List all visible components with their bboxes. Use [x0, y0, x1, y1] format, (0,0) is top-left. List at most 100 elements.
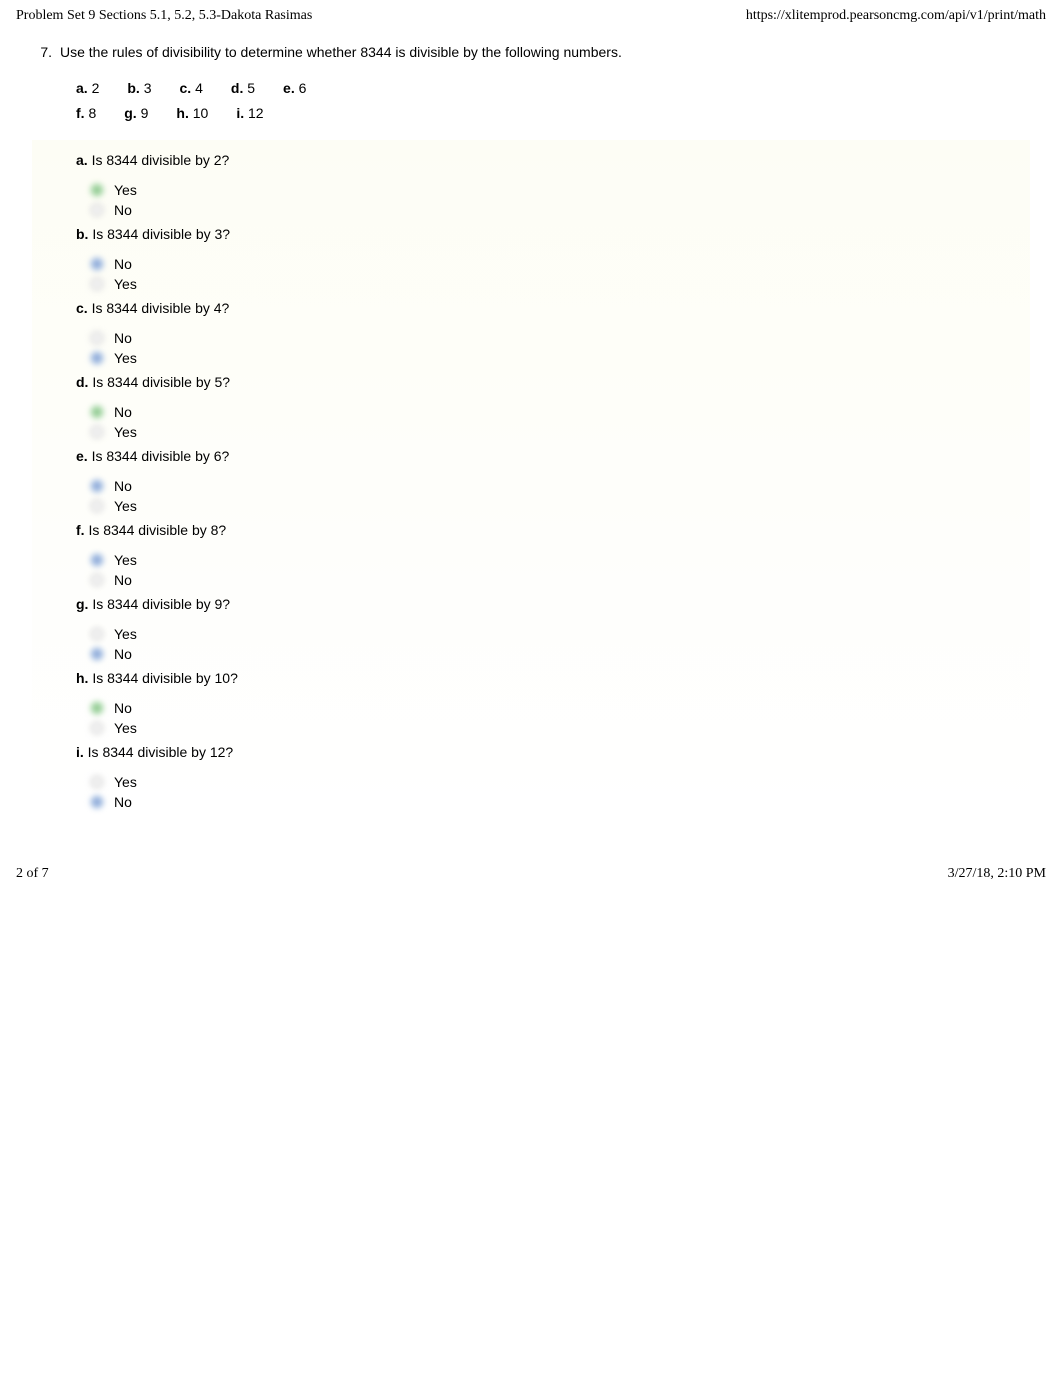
- option-row[interactable]: No: [90, 794, 1030, 810]
- radio-icon[interactable]: [90, 425, 104, 439]
- option-row[interactable]: Yes: [90, 350, 1030, 366]
- radio-icon[interactable]: [90, 479, 104, 493]
- radio-icon[interactable]: [90, 775, 104, 789]
- sub-question-block: f. Is 8344 divisible by 8? Yes No: [76, 522, 1030, 588]
- page-header: Problem Set 9 Sections 5.1, 5.2, 5.3-Dak…: [0, 0, 1062, 28]
- radio-icon[interactable]: [90, 277, 104, 291]
- radio-icon[interactable]: [90, 721, 104, 735]
- option-row[interactable]: Yes: [90, 424, 1030, 440]
- sub-question-title: f. Is 8344 divisible by 8?: [76, 522, 1030, 538]
- option-row[interactable]: Yes: [90, 774, 1030, 790]
- footer-right: 3/27/18, 2:10 PM: [948, 866, 1046, 882]
- option-row[interactable]: No: [90, 256, 1030, 272]
- options-group: No Yes: [90, 256, 1030, 292]
- option-label: Yes: [114, 552, 137, 568]
- option-label: Yes: [114, 276, 137, 292]
- options-group: No Yes: [90, 700, 1030, 736]
- part-item: i. 12: [236, 101, 263, 126]
- option-label: Yes: [114, 498, 137, 514]
- option-label: Yes: [114, 182, 137, 198]
- question-number: 7.: [32, 44, 60, 60]
- sub-questions: a. Is 8344 divisible by 2?YesNob. Is 834…: [32, 140, 1030, 810]
- option-row[interactable]: No: [90, 330, 1030, 346]
- options-group: Yes No: [90, 182, 1030, 218]
- radio-icon[interactable]: [90, 701, 104, 715]
- option-label: No: [114, 794, 132, 810]
- radio-icon[interactable]: [90, 351, 104, 365]
- main-content: 7. Use the rules of divisibility to dete…: [0, 28, 1062, 810]
- question-text: Use the rules of divisibility to determi…: [60, 44, 1030, 60]
- options-group: No Yes: [90, 478, 1030, 514]
- part-item: c. 4: [180, 76, 203, 101]
- option-label: No: [114, 478, 132, 494]
- footer-left: 2 of 7: [16, 866, 49, 882]
- sub-question-block: a. Is 8344 divisible by 2? Yes No: [76, 152, 1030, 218]
- part-item: b. 3: [127, 76, 151, 101]
- option-label: No: [114, 256, 132, 272]
- radio-icon[interactable]: [90, 405, 104, 419]
- option-label: Yes: [114, 350, 137, 366]
- option-label: No: [114, 404, 132, 420]
- option-row[interactable]: No: [90, 404, 1030, 420]
- option-label: Yes: [114, 424, 137, 440]
- option-label: Yes: [114, 720, 137, 736]
- option-label: Yes: [114, 774, 137, 790]
- page-footer: 2 of 7 3/27/18, 2:10 PM: [0, 818, 1062, 890]
- option-row[interactable]: Yes: [90, 720, 1030, 736]
- options-group: Yes No: [90, 552, 1030, 588]
- sub-question-title: c. Is 8344 divisible by 4?: [76, 300, 1030, 316]
- option-row[interactable]: No: [90, 478, 1030, 494]
- radio-icon[interactable]: [90, 627, 104, 641]
- option-label: No: [114, 202, 132, 218]
- option-row[interactable]: No: [90, 572, 1030, 588]
- sub-question-title: d. Is 8344 divisible by 5?: [76, 374, 1030, 390]
- parts-list: a. 2 b. 3 c. 4 d. 5 e. 6 f. 8 g. 9 h. 10 i. 12: [76, 76, 1030, 126]
- option-row[interactable]: Yes: [90, 276, 1030, 292]
- options-group: No Yes: [90, 404, 1030, 440]
- option-label: No: [114, 700, 132, 716]
- option-row[interactable]: No: [90, 700, 1030, 716]
- part-item: d. 5: [231, 76, 255, 101]
- header-right: https://xlitemprod.pearsoncmg.com/api/v1…: [746, 8, 1046, 24]
- radio-icon[interactable]: [90, 795, 104, 809]
- option-row[interactable]: Yes: [90, 626, 1030, 642]
- sub-question-title: h. Is 8344 divisible by 10?: [76, 670, 1030, 686]
- option-label: No: [114, 646, 132, 662]
- radio-icon[interactable]: [90, 257, 104, 271]
- part-item: h. 10: [176, 101, 208, 126]
- part-item: e. 6: [283, 76, 306, 101]
- sub-question-block: h. Is 8344 divisible by 10? No Yes: [76, 670, 1030, 736]
- option-row[interactable]: Yes: [90, 182, 1030, 198]
- radio-icon[interactable]: [90, 499, 104, 513]
- options-group: Yes No: [90, 626, 1030, 662]
- question-row: 7. Use the rules of divisibility to dete…: [32, 44, 1030, 60]
- sub-question-title: g. Is 8344 divisible by 9?: [76, 596, 1030, 612]
- radio-icon[interactable]: [90, 203, 104, 217]
- radio-icon[interactable]: [90, 183, 104, 197]
- options-group: No Yes: [90, 330, 1030, 366]
- sub-question-title: b. Is 8344 divisible by 3?: [76, 226, 1030, 242]
- radio-icon[interactable]: [90, 573, 104, 587]
- sub-question-block: b. Is 8344 divisible by 3? No Yes: [76, 226, 1030, 292]
- radio-icon[interactable]: [90, 553, 104, 567]
- option-label: No: [114, 330, 132, 346]
- sub-question-block: i. Is 8344 divisible by 12?YesNo: [76, 744, 1030, 810]
- sub-question-block: c. Is 8344 divisible by 4? No Yes: [76, 300, 1030, 366]
- option-row[interactable]: No: [90, 202, 1030, 218]
- part-item: f. 8: [76, 101, 96, 126]
- option-row[interactable]: Yes: [90, 552, 1030, 568]
- sub-question-title: a. Is 8344 divisible by 2?: [76, 152, 1030, 168]
- sub-question-title: e. Is 8344 divisible by 6?: [76, 448, 1030, 464]
- part-item: g. 9: [124, 101, 148, 126]
- option-label: No: [114, 572, 132, 588]
- part-item: a. 2: [76, 76, 99, 101]
- sub-question-block: d. Is 8344 divisible by 5? No Yes: [76, 374, 1030, 440]
- header-left: Problem Set 9 Sections 5.1, 5.2, 5.3-Dak…: [16, 8, 312, 24]
- radio-icon[interactable]: [90, 647, 104, 661]
- sub-question-block: g. Is 8344 divisible by 9? Yes No: [76, 596, 1030, 662]
- option-row[interactable]: No: [90, 646, 1030, 662]
- option-row[interactable]: Yes: [90, 498, 1030, 514]
- option-label: Yes: [114, 626, 137, 642]
- radio-icon[interactable]: [90, 331, 104, 345]
- options-group: Yes No: [90, 774, 1030, 810]
